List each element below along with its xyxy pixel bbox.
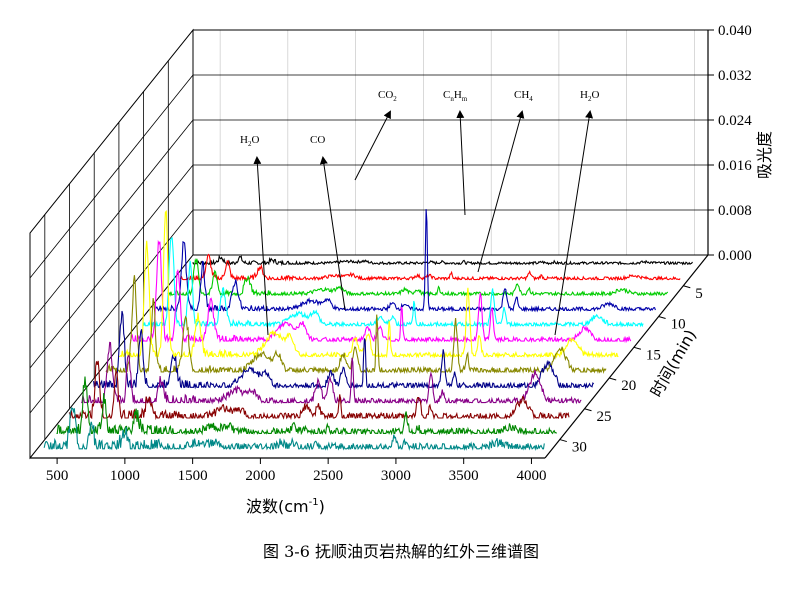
series-line-11 bbox=[68, 360, 570, 421]
z-tick bbox=[559, 439, 567, 443]
annotation-5: CH4 bbox=[477, 89, 533, 273]
annotation-label: CnHm bbox=[443, 89, 468, 103]
axes-layer: 500 1000 1500 2000 2500 3000 3500 4000 0.000 0.00… bbox=[30, 23, 752, 484]
annotation-arrow bbox=[253, 156, 269, 336]
annotation-1: H2O bbox=[554, 89, 599, 336]
series-line-4 bbox=[154, 209, 656, 313]
figure-caption: 图 3-6 抚顺油页岩热解的红外三维谱图 bbox=[263, 542, 539, 561]
x-tick-label: 3500 bbox=[449, 468, 479, 484]
series-layer bbox=[43, 209, 693, 451]
y-gridline-side bbox=[29, 119, 194, 324]
z-tick-label: 5 bbox=[695, 286, 703, 302]
series-line-3 bbox=[167, 257, 669, 298]
annotation-3: CO2 bbox=[354, 89, 397, 181]
z-tick bbox=[658, 316, 666, 319]
z-tick bbox=[633, 346, 642, 350]
annotation-arrow bbox=[477, 110, 525, 273]
z-tick bbox=[609, 377, 617, 381]
y-tick-label: 0.024 bbox=[718, 113, 752, 129]
annotation-label: CO bbox=[310, 134, 325, 146]
series-line-6 bbox=[130, 239, 632, 344]
annotation-label: H2O bbox=[580, 89, 599, 103]
z-tick-label: 25 bbox=[597, 409, 612, 425]
series-line-12 bbox=[56, 376, 558, 436]
side-wall bbox=[29, 28, 194, 460]
y-gridline-side bbox=[29, 164, 194, 369]
annotation-label: CO2 bbox=[378, 89, 397, 103]
y-gridline-side bbox=[29, 74, 194, 279]
z-tick-label: 20 bbox=[621, 378, 636, 394]
annotation-4: CnHm bbox=[443, 89, 468, 216]
annotation-arrow bbox=[554, 110, 594, 336]
series-line-13 bbox=[43, 407, 545, 451]
series-line-7 bbox=[118, 210, 619, 359]
y-tick-label: 0.000 bbox=[718, 248, 752, 264]
back-wall bbox=[192, 29, 709, 256]
annotation-2: CO bbox=[310, 134, 346, 311]
annotation-layer: H2O CO CO2 CnHm CH4 H2O bbox=[240, 89, 599, 336]
annotation-label: CH4 bbox=[514, 89, 533, 103]
series-line-2 bbox=[179, 253, 681, 282]
x-tick-label: 1500 bbox=[178, 468, 208, 484]
x-tick-label: 2500 bbox=[313, 468, 343, 484]
z-tick-label: 10 bbox=[671, 317, 686, 333]
x-axis-title: 波数(cm-1) bbox=[246, 497, 325, 516]
annotation-arrow bbox=[456, 110, 466, 216]
x-tick-label: 3000 bbox=[381, 468, 411, 484]
z-tick-label: 15 bbox=[646, 347, 661, 363]
x-tick-label: 4000 bbox=[516, 468, 546, 484]
y-tick-label: 0.040 bbox=[718, 23, 752, 39]
annotation-label: H2O bbox=[240, 134, 259, 148]
series-line-10 bbox=[81, 341, 582, 405]
y-gridline-side bbox=[29, 209, 194, 414]
z-axis-line bbox=[544, 254, 709, 459]
y-tick-label: 0.008 bbox=[718, 203, 752, 219]
x-tick-label: 2000 bbox=[245, 468, 275, 484]
series-line-5 bbox=[142, 237, 644, 328]
series-line-8 bbox=[105, 275, 607, 375]
x-tick-label: 1000 bbox=[110, 468, 140, 484]
series-line-1 bbox=[192, 254, 693, 267]
annotation-arrow bbox=[354, 110, 391, 181]
annotation-6: H2O bbox=[240, 134, 269, 336]
series-line-9 bbox=[93, 310, 595, 390]
y-tick-label: 0.016 bbox=[718, 158, 752, 174]
annotation-arrow bbox=[319, 156, 346, 311]
y-tick-label: 0.032 bbox=[718, 68, 752, 84]
chart-walls bbox=[29, 28, 709, 460]
y-axis-title: 吸光度 bbox=[755, 131, 774, 179]
z-tick bbox=[584, 408, 592, 412]
z-tick bbox=[683, 285, 691, 289]
z-tick-label: 30 bbox=[572, 440, 587, 456]
x-tick-label: 500 bbox=[46, 468, 69, 484]
